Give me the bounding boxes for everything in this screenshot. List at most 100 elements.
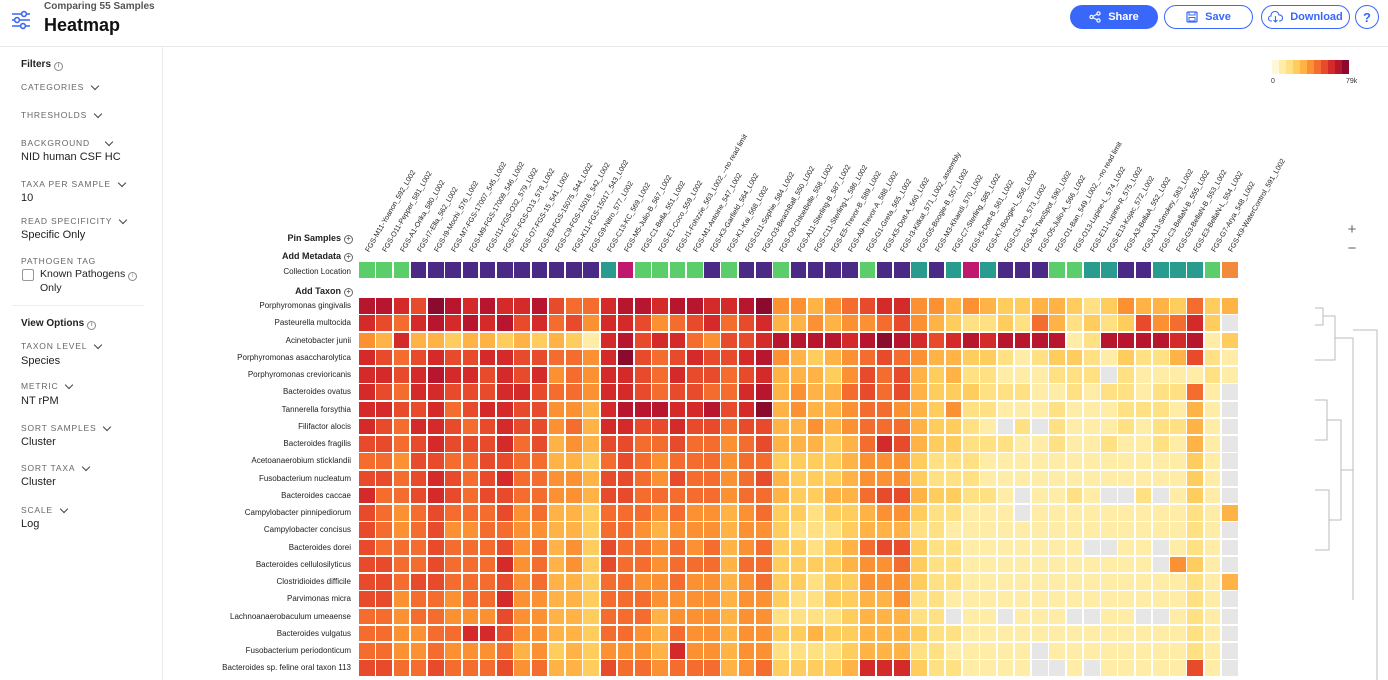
heatmap-cell[interactable] (755, 522, 772, 538)
taxon-row-label[interactable]: Bacteroides cellulosilyticus (255, 559, 351, 569)
heatmap-cell[interactable] (721, 574, 738, 590)
heatmap-cell[interactable] (686, 487, 703, 504)
heatmap-cell[interactable] (928, 349, 945, 366)
heatmap-cell[interactable] (790, 522, 807, 538)
heatmap-cell[interactable] (410, 487, 427, 504)
heatmap-cell[interactable] (1170, 556, 1186, 573)
taxon-row-label[interactable]: Porphyromonas asaccharolytica (237, 352, 351, 362)
heatmap-cell[interactable] (721, 643, 738, 659)
heatmap-cell[interactable] (531, 505, 548, 521)
heatmap-cell[interactable] (997, 522, 1014, 538)
heatmap-cell[interactable] (497, 539, 513, 556)
heatmap-cell[interactable] (669, 436, 686, 452)
heatmap-cell[interactable] (807, 436, 824, 452)
metadata-cell[interactable] (721, 262, 738, 278)
heatmap-cell[interactable] (445, 332, 461, 349)
heatmap-cell[interactable] (755, 470, 772, 487)
heatmap-cell[interactable] (1066, 608, 1083, 625)
heatmap-cell[interactable] (1204, 574, 1221, 590)
heatmap-cell[interactable] (1014, 522, 1031, 538)
heatmap-cell[interactable] (686, 625, 703, 642)
heatmap-cell[interactable] (1014, 505, 1031, 521)
heatmap-cell[interactable] (1152, 643, 1169, 659)
heatmap-cell[interactable] (963, 522, 979, 538)
heatmap-cell[interactable] (531, 556, 548, 573)
heatmap-cell[interactable] (738, 367, 755, 383)
heatmap-cell[interactable] (376, 401, 392, 418)
heatmap-cell[interactable] (825, 522, 841, 538)
metadata-cell[interactable] (393, 262, 410, 278)
heatmap-cell[interactable] (773, 643, 789, 659)
heatmap-cell[interactable] (583, 591, 599, 607)
heatmap-cell[interactable] (928, 556, 945, 573)
heatmap-cell[interactable] (686, 436, 703, 452)
heatmap-cell[interactable] (428, 660, 444, 676)
heatmap-cell[interactable] (1170, 453, 1186, 469)
heatmap-cell[interactable] (635, 608, 651, 625)
taxon-row-label[interactable]: Bacteroides sp. feline oral taxon 113 (222, 663, 351, 673)
metric-value[interactable]: NT rPM (21, 395, 59, 407)
heatmap-cell[interactable] (359, 608, 375, 625)
heatmap-cell[interactable] (945, 574, 962, 590)
heatmap-cell[interactable] (462, 625, 479, 642)
heatmap-cell[interactable] (1101, 384, 1117, 400)
heatmap-cell[interactable] (1049, 487, 1065, 504)
heatmap-cell[interactable] (428, 591, 444, 607)
heatmap-cell[interactable] (1170, 384, 1186, 400)
heatmap-cell[interactable] (876, 625, 893, 642)
heatmap-cell[interactable] (894, 643, 910, 659)
heatmap-cell[interactable] (1135, 556, 1152, 573)
heatmap-cell[interactable] (825, 315, 841, 331)
heatmap-cell[interactable] (1066, 349, 1083, 366)
heatmap-cell[interactable] (825, 574, 841, 590)
heatmap-cell[interactable] (1170, 349, 1186, 366)
heatmap-cell[interactable] (1170, 643, 1186, 659)
heatmap-cell[interactable] (704, 401, 720, 418)
heatmap-cell[interactable] (945, 367, 962, 383)
heatmap-cell[interactable] (825, 660, 841, 676)
heatmap-cell[interactable] (686, 418, 703, 435)
heatmap-cell[interactable] (755, 315, 772, 331)
heatmap-cell[interactable] (1101, 315, 1117, 331)
heatmap-cell[interactable] (1204, 556, 1221, 573)
heatmap-cell[interactable] (755, 625, 772, 642)
heatmap-cell[interactable] (755, 401, 772, 418)
heatmap-cell[interactable] (963, 625, 979, 642)
heatmap-cell[interactable] (445, 591, 461, 607)
heatmap-cell[interactable] (531, 349, 548, 366)
heatmap-cell[interactable] (635, 349, 651, 366)
heatmap-cell[interactable] (1204, 349, 1221, 366)
heatmap-cell[interactable] (583, 418, 599, 435)
heatmap-cell[interactable] (997, 453, 1014, 469)
heatmap-cell[interactable] (686, 574, 703, 590)
heatmap-cell[interactable] (393, 591, 410, 607)
heatmap-cell[interactable] (497, 574, 513, 590)
heatmap-cell[interactable] (652, 505, 668, 521)
heatmap-cell[interactable] (1032, 574, 1048, 590)
heatmap-cell[interactable] (894, 522, 910, 538)
heatmap-cell[interactable] (859, 487, 876, 504)
heatmap-cell[interactable] (1032, 625, 1048, 642)
heatmap-cell[interactable] (1152, 453, 1169, 469)
heatmap-cell[interactable] (359, 539, 375, 556)
heatmap-cell[interactable] (704, 384, 720, 400)
heatmap-cell[interactable] (1101, 470, 1117, 487)
heatmap-cell[interactable] (428, 436, 444, 452)
heatmap-cell[interactable] (548, 315, 565, 331)
heatmap-cell[interactable] (1049, 298, 1065, 314)
heatmap-cell[interactable] (1152, 315, 1169, 331)
heatmap-cell[interactable] (479, 505, 496, 521)
heatmap-cell[interactable] (1083, 625, 1100, 642)
heatmap-cell[interactable] (1187, 556, 1204, 573)
heatmap-cell[interactable] (531, 418, 548, 435)
heatmap-cell[interactable] (462, 453, 479, 469)
heatmap-cell[interactable] (669, 384, 686, 400)
heatmap-cell[interactable] (1049, 418, 1065, 435)
heatmap-cell[interactable] (755, 539, 772, 556)
heatmap-cell[interactable] (1152, 539, 1169, 556)
heatmap-cell[interactable] (376, 574, 392, 590)
heatmap-cell[interactable] (566, 539, 582, 556)
heatmap-cell[interactable] (755, 418, 772, 435)
heatmap-cell[interactable] (1032, 315, 1048, 331)
heatmap-cell[interactable] (617, 487, 634, 504)
